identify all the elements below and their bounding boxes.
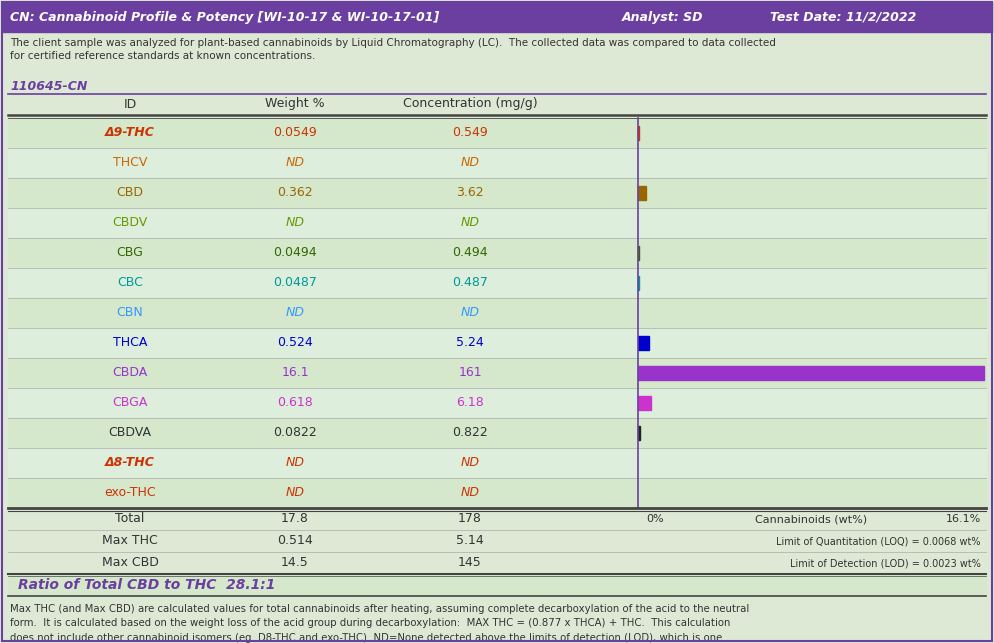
Text: CBG: CBG <box>116 246 143 260</box>
Text: Limit of Detection (LOD) = 0.0023 wt%: Limit of Detection (LOD) = 0.0023 wt% <box>790 558 981 568</box>
Text: Δ8-THC: Δ8-THC <box>105 457 155 469</box>
Text: Max THC (and Max CBD) are calculated values for total cannabinoids after heating: Max THC (and Max CBD) are calculated val… <box>10 604 749 643</box>
Bar <box>8 574 986 596</box>
Text: 5.14: 5.14 <box>456 534 484 547</box>
Bar <box>8 418 986 448</box>
Text: ND: ND <box>285 156 304 170</box>
Text: 178: 178 <box>458 512 482 525</box>
Text: ND: ND <box>460 217 479 230</box>
Text: CN: Cannabinoid Profile & Potency [WI-10-17 & WI-10-17-01]: CN: Cannabinoid Profile & Potency [WI-10… <box>10 10 439 24</box>
Text: Analyst: SD: Analyst: SD <box>622 10 704 24</box>
Text: 5.24: 5.24 <box>456 336 484 350</box>
Bar <box>638 186 646 200</box>
Bar <box>8 388 986 418</box>
Bar <box>8 298 986 328</box>
Bar <box>8 328 986 358</box>
Text: Max CBD: Max CBD <box>101 556 158 570</box>
Bar <box>8 478 986 508</box>
Text: ND: ND <box>460 487 479 500</box>
Text: 14.5: 14.5 <box>281 556 309 570</box>
Text: Test Date: 11/2/2022: Test Date: 11/2/2022 <box>770 10 916 24</box>
Text: Total: Total <box>115 512 145 525</box>
Text: 17.8: 17.8 <box>281 512 309 525</box>
Text: 0.822: 0.822 <box>452 426 488 440</box>
Text: 145: 145 <box>458 556 482 570</box>
Text: 110645-CN: 110645-CN <box>10 80 87 93</box>
Text: The client sample was analyzed for plant-based cannabinoids by Liquid Chromatogr: The client sample was analyzed for plant… <box>10 38 776 61</box>
Text: 0.549: 0.549 <box>452 127 488 140</box>
Bar <box>2 2 992 32</box>
Bar <box>638 426 640 440</box>
Text: 0.0549: 0.0549 <box>273 127 317 140</box>
Text: 0%: 0% <box>646 514 664 524</box>
Text: Ratio of Total CBD to THC  28.1:1: Ratio of Total CBD to THC 28.1:1 <box>18 578 275 592</box>
Text: exo-THC: exo-THC <box>104 487 156 500</box>
Bar <box>638 126 639 140</box>
Text: 0.514: 0.514 <box>277 534 313 547</box>
Text: 16.1%: 16.1% <box>945 514 981 524</box>
Text: THCA: THCA <box>112 336 147 350</box>
Text: ND: ND <box>285 307 304 320</box>
Bar <box>638 396 651 410</box>
Text: ND: ND <box>285 457 304 469</box>
Bar <box>8 268 986 298</box>
Text: CBDVA: CBDVA <box>108 426 151 440</box>
Text: 0.494: 0.494 <box>452 246 488 260</box>
Text: 0.0487: 0.0487 <box>273 276 317 289</box>
Text: 0.362: 0.362 <box>277 186 313 199</box>
Text: 3.62: 3.62 <box>456 186 484 199</box>
Text: 16.1: 16.1 <box>281 367 309 379</box>
Text: 6.18: 6.18 <box>456 397 484 410</box>
Text: ND: ND <box>285 487 304 500</box>
Bar <box>8 178 986 208</box>
Text: 0.524: 0.524 <box>277 336 313 350</box>
Text: 0.0494: 0.0494 <box>273 246 317 260</box>
Text: Δ9-THC: Δ9-THC <box>105 127 155 140</box>
Text: ND: ND <box>460 457 479 469</box>
Text: THCV: THCV <box>112 156 147 170</box>
Bar <box>8 208 986 238</box>
Text: CBGA: CBGA <box>112 397 148 410</box>
Text: ND: ND <box>460 307 479 320</box>
Text: Max THC: Max THC <box>102 534 158 547</box>
Bar <box>638 276 639 290</box>
Bar <box>638 246 639 260</box>
Text: 0.487: 0.487 <box>452 276 488 289</box>
Text: CBDA: CBDA <box>112 367 148 379</box>
Text: CBD: CBD <box>116 186 143 199</box>
Text: ND: ND <box>285 217 304 230</box>
Text: ND: ND <box>460 156 479 170</box>
Text: 161: 161 <box>458 367 482 379</box>
Text: Concentration (mg/g): Concentration (mg/g) <box>403 98 538 111</box>
Bar <box>8 358 986 388</box>
Bar <box>8 148 986 178</box>
Text: CBN: CBN <box>116 307 143 320</box>
Bar <box>638 367 984 380</box>
Text: CBC: CBC <box>117 276 143 289</box>
Text: 0.0822: 0.0822 <box>273 426 317 440</box>
Text: Cannabinoids (wt%): Cannabinoids (wt%) <box>754 514 867 524</box>
Bar <box>8 118 986 148</box>
Text: Weight %: Weight % <box>265 98 325 111</box>
Text: ID: ID <box>123 98 136 111</box>
Text: 0.618: 0.618 <box>277 397 313 410</box>
Bar <box>638 336 649 350</box>
Text: Limit of Quantitation (LOQ) = 0.0068 wt%: Limit of Quantitation (LOQ) = 0.0068 wt% <box>776 536 981 546</box>
Bar <box>8 238 986 268</box>
Text: CBDV: CBDV <box>112 217 148 230</box>
Bar <box>8 448 986 478</box>
